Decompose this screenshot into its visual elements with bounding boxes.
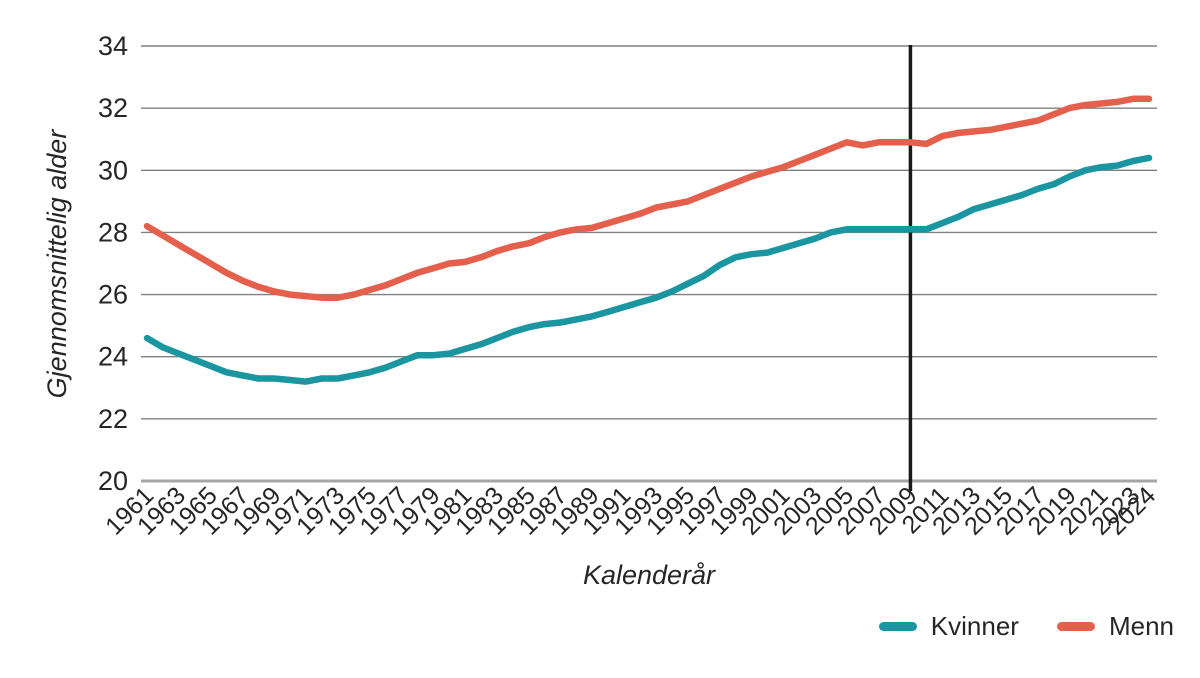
kvinner-line-swatch xyxy=(878,621,917,631)
legend-item-kvinner: Kvinner xyxy=(878,611,1019,641)
y-tick-label-22: 22 xyxy=(98,404,128,434)
legend: Kvinner Menn xyxy=(878,611,1174,641)
y-tick-label-26: 26 xyxy=(98,280,128,310)
x-axis-title: Kalenderår xyxy=(582,560,716,590)
legend-label-menn: Menn xyxy=(1108,611,1174,641)
y-tick-label-34: 34 xyxy=(98,31,128,61)
y-tick-label-24: 24 xyxy=(98,342,128,372)
y-tick-label-20: 20 xyxy=(98,466,128,496)
y-axis-title: Gjennomsnittelig alder xyxy=(42,129,72,399)
kvinner-line xyxy=(143,154,1153,385)
menn-line xyxy=(143,95,1153,301)
legend-item-menn: Menn xyxy=(1056,611,1174,641)
y-tick-label-28: 28 xyxy=(98,217,128,247)
y-tick-label-30: 30 xyxy=(98,155,128,185)
y-tick-label-32: 32 xyxy=(98,93,128,123)
menn-line-swatch xyxy=(1056,621,1095,631)
legend-label-kvinner: Kvinner xyxy=(930,611,1019,641)
